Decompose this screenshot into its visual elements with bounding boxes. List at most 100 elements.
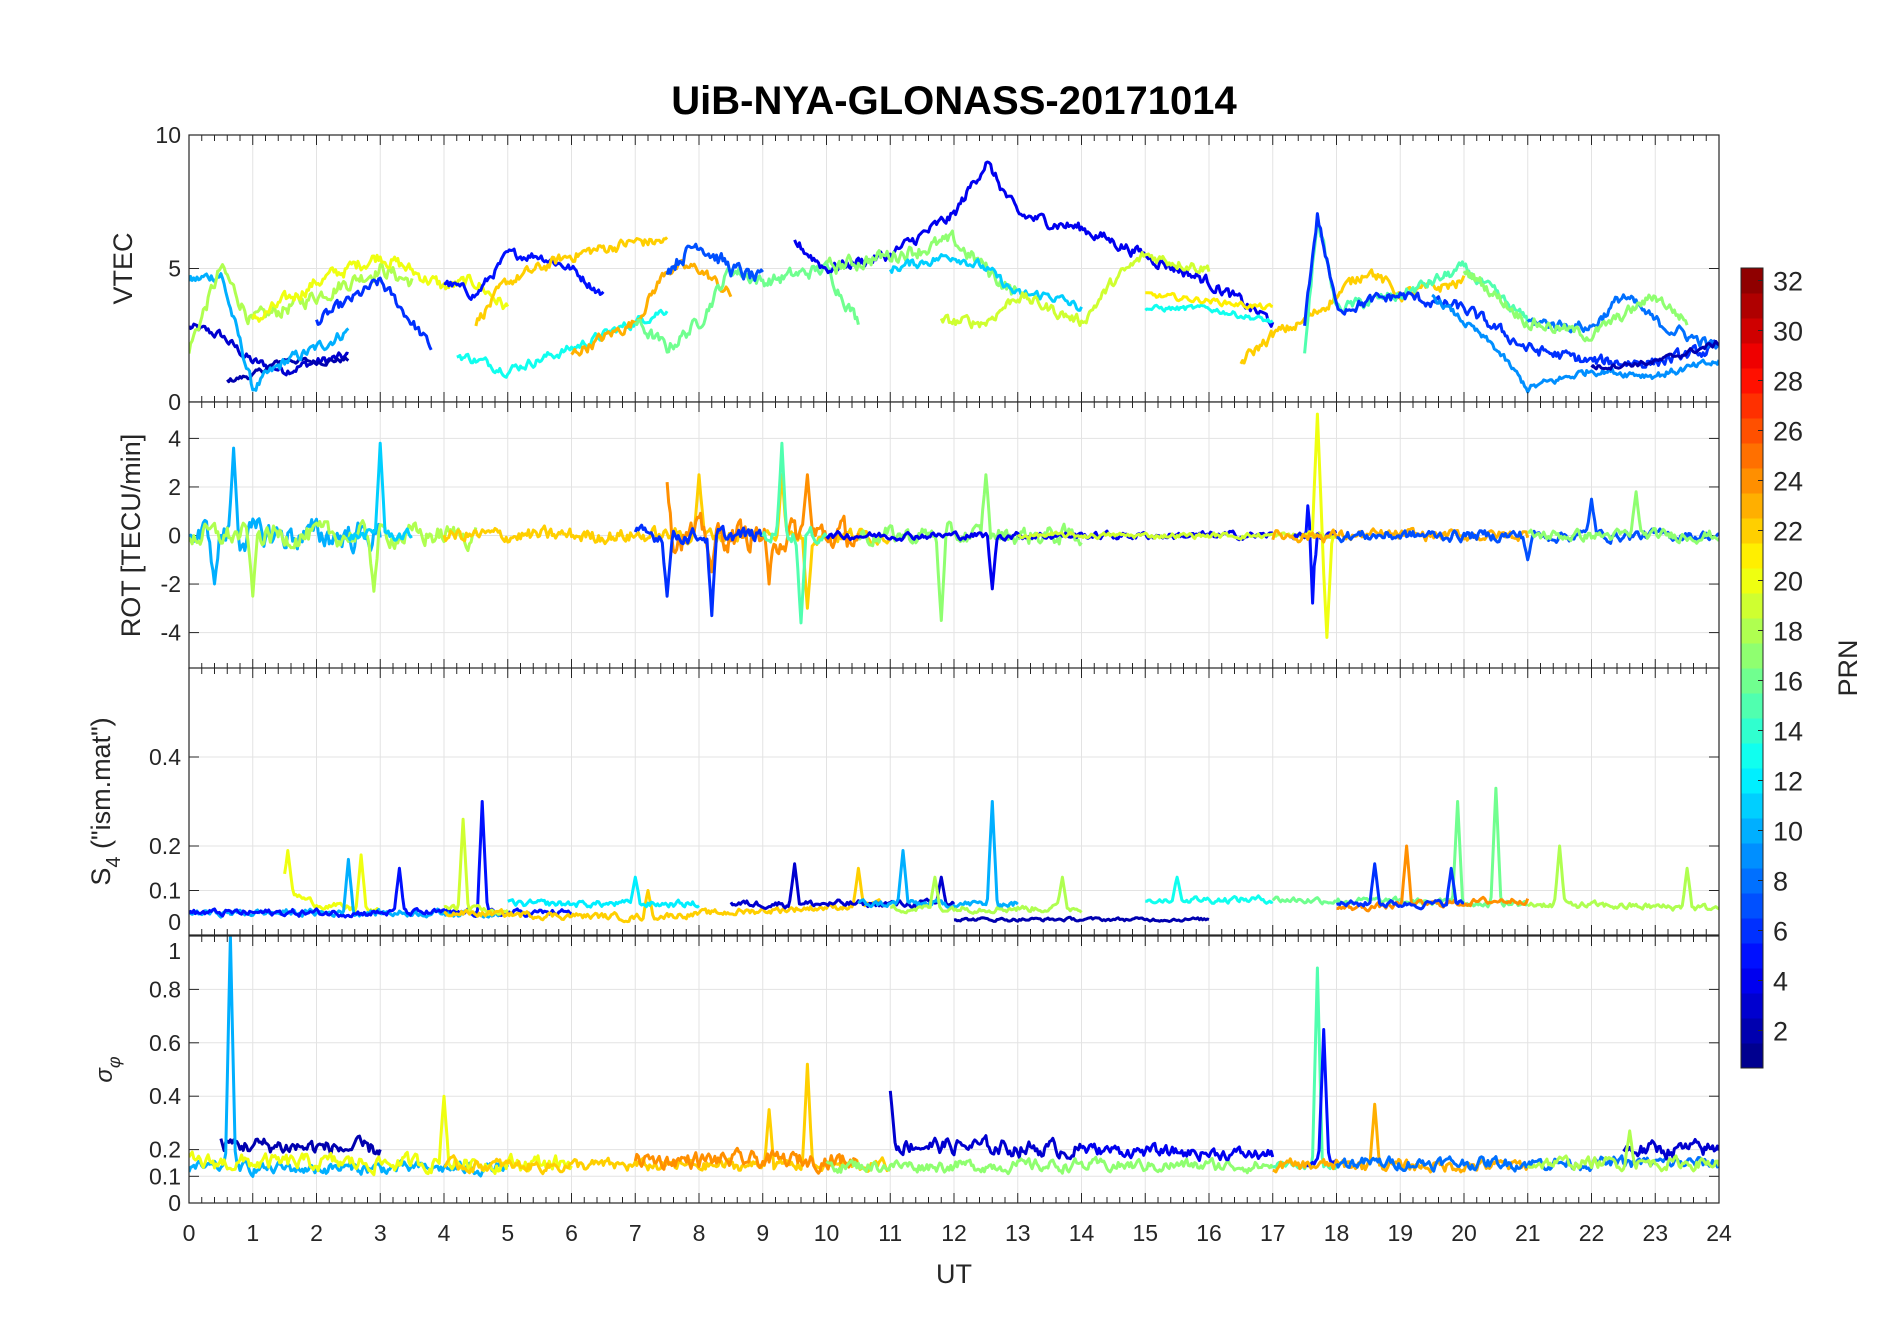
- y-tick-label: 5: [168, 256, 181, 282]
- colorbar-cell: [1741, 893, 1763, 919]
- colorbar-cell: [1741, 743, 1763, 769]
- y-tick-label: -4: [161, 620, 182, 646]
- series-prn-20: [283, 849, 381, 915]
- x-axis-label: UT: [936, 1259, 972, 1289]
- colorbar-cell: [1741, 618, 1763, 644]
- colorbar-cell: [1741, 468, 1763, 494]
- series-prn-11: [347, 441, 413, 542]
- colorbar-tick-label: 28: [1773, 367, 1803, 397]
- x-tick-label: 19: [1387, 1220, 1413, 1246]
- series-prn-2: [219, 1134, 382, 1157]
- x-tick-label: 4: [438, 1220, 451, 1246]
- series-prn-18: [1527, 844, 1719, 912]
- x-tick-label: 22: [1579, 1220, 1605, 1246]
- series-prn-10: [189, 446, 382, 586]
- y-tick-label: 4: [168, 425, 181, 451]
- axes-box: [188, 667, 1720, 936]
- panel-3: 0 0.1 0.2 0.4 S4 ("ism.mat"): [86, 667, 1720, 936]
- colorbar-cell: [1741, 843, 1763, 869]
- series-prn-19: [1017, 530, 1338, 541]
- y-axis-label: σφ: [91, 1056, 124, 1082]
- series-prn-18: [890, 875, 1083, 915]
- series-prn-3: [1622, 1138, 1719, 1161]
- colorbar-tick-label: 10: [1773, 817, 1803, 847]
- panel-2: -4 -2 0 2 4 ROT [TECU/min]: [116, 401, 1720, 670]
- y-tick-label: 0.1: [149, 878, 181, 904]
- x-tick-label: 12: [941, 1220, 967, 1246]
- x-tick-label: 5: [501, 1220, 514, 1246]
- series-prn-6: [315, 276, 433, 351]
- colorbar-cell: [1741, 493, 1763, 519]
- x-tick-label: 14: [1069, 1220, 1095, 1246]
- x-tick-label: 8: [693, 1220, 706, 1246]
- colorbar-cell: [1741, 318, 1763, 344]
- colorbar-cell: [1741, 693, 1763, 719]
- colorbar-tick-label: 6: [1773, 917, 1788, 947]
- series-prn-13: [1144, 303, 1274, 324]
- colorbar-tick-label: 4: [1773, 967, 1788, 997]
- y-tick-label: 0.1: [149, 1163, 181, 1189]
- y-tick-label: 0: [168, 1190, 181, 1216]
- x-tick-label: 10: [814, 1220, 840, 1246]
- y-label-suffix: ("ism.mat"): [86, 717, 116, 856]
- x-tick-label: 24: [1706, 1220, 1732, 1246]
- x-tick-label: 17: [1260, 1220, 1286, 1246]
- colorbar-cell: [1741, 368, 1763, 394]
- colorbar-tick-label: 18: [1773, 617, 1803, 647]
- series-prn-4: [1080, 1141, 1275, 1162]
- x-tick-label: 16: [1196, 1220, 1222, 1246]
- series-group: [189, 786, 1719, 924]
- series-prn-16: [634, 260, 860, 354]
- colorbar-cell: [1741, 393, 1763, 419]
- series-prn-5: [1290, 504, 1338, 605]
- series-prn-22: [443, 866, 892, 924]
- y-axis-label: VTEC: [108, 232, 138, 304]
- series-prn-23: [1271, 526, 1530, 544]
- colorbar-tick-label: 26: [1773, 417, 1803, 447]
- x-tick-label: 20: [1451, 1220, 1477, 1246]
- y-tick-label: 0: [168, 909, 181, 935]
- colorbar-tick-label: 30: [1773, 317, 1803, 347]
- x-tick-label: 0: [183, 1220, 196, 1246]
- colorbar-tick-label: 24: [1773, 467, 1803, 497]
- x-tick-label: 21: [1515, 1220, 1541, 1246]
- axes-box: [188, 935, 1720, 1204]
- colorbar-cell: [1741, 968, 1763, 994]
- series-prn-11: [888, 253, 1083, 312]
- series-prn-17: [1462, 269, 1689, 343]
- colorbar-cell: [1741, 868, 1763, 894]
- colorbar-cell: [1741, 918, 1763, 944]
- colorbar-label: PRN: [1833, 639, 1863, 696]
- y-axis-label: ROT [TECU/min]: [116, 434, 146, 638]
- series-prn-17: [825, 229, 1019, 296]
- series-prn-12: [507, 875, 700, 909]
- colorbar-cell: [1741, 668, 1763, 694]
- series-prn-2: [953, 915, 1210, 923]
- y-axis-label: S4 ("ism.mat"): [86, 717, 125, 885]
- y-tick-label: 0: [168, 523, 181, 549]
- x-tick-label: 3: [374, 1220, 387, 1246]
- x-tick-label: 23: [1642, 1220, 1668, 1246]
- x-tick-label: 7: [629, 1220, 642, 1246]
- series-prn-5: [443, 247, 605, 301]
- y-tick-label: 0.4: [149, 1083, 181, 1109]
- series-prn-23: [570, 259, 733, 357]
- series-prn-9: [1431, 293, 1719, 394]
- series-prn-19: [443, 817, 509, 916]
- colorbar-cell: [1741, 593, 1763, 619]
- series-prn-6: [633, 523, 763, 618]
- y-tick-label: 0.2: [149, 833, 181, 859]
- y-tick-label: 0: [168, 389, 181, 415]
- series-prn-18: [189, 519, 478, 598]
- y-tick-label: 0.2: [149, 1137, 181, 1163]
- y-label-main: σ: [91, 1067, 118, 1083]
- series-prn-16: [1271, 786, 1529, 909]
- y-tick-label: 10: [155, 122, 181, 148]
- series-prn-6: [1336, 862, 1464, 911]
- x-tick-label: 11: [878, 1220, 902, 1246]
- panel-4: 00.10.2 0.4 0.6 0.8 1 σφ: [91, 935, 1720, 1216]
- series-group: [189, 936, 1719, 1178]
